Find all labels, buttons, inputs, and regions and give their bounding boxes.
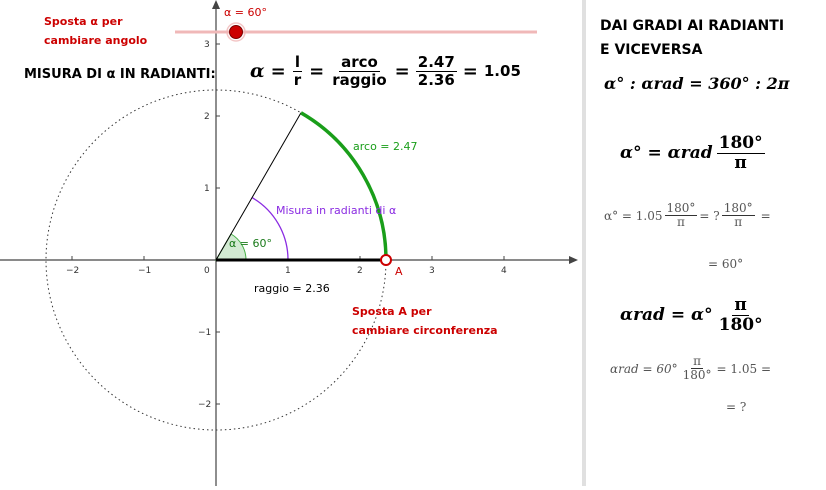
x-tick-label: 3 (429, 266, 435, 276)
radians-formula-fraction: π 180° (717, 296, 765, 334)
y-tick-label: 2 (204, 112, 210, 122)
radians-formula-lhs: αrad = α° (620, 305, 713, 326)
measure-title: MISURA DI α IN RADIANTI: (24, 67, 216, 82)
slider-hint: Sposta α per cambiare angolo (44, 12, 147, 50)
radians-formula: αrad = α° π 180° (620, 296, 765, 334)
fraction-numerator: 180° (721, 201, 755, 217)
radius-segment-angled (215, 112, 302, 261)
calc2-mid: = 1.05 = (716, 361, 772, 376)
radians-arc (251, 197, 289, 261)
alpha-slider-halo (226, 22, 246, 42)
point-hint-line1: Sposta A per (352, 305, 432, 318)
degrees-calculation: α° = 1.05 180° π = ? 180° π = (604, 201, 771, 230)
radians-label: Misura in radianti di α (276, 204, 397, 217)
calc1-lhs: α° = 1.05 (604, 208, 663, 223)
calc1-fraction: 180° π (664, 201, 698, 230)
fraction-denominator: π (734, 215, 743, 230)
formula-eq: = (462, 60, 478, 82)
proportion-formula: α° : αrad = 360° : 2π (604, 74, 790, 93)
degrees-formula-lhs: α° = αrad (620, 143, 713, 164)
calc1-fraction-2: 180° π (721, 201, 755, 230)
fraction-denominator: r (293, 70, 302, 89)
geometry-canvas[interactable]: −2 −1 0 1 2 3 4 3 2 1 −1 −2 (0, 0, 578, 486)
degrees-formula-fraction: 180° π (716, 133, 765, 173)
radius-label: raggio = 2.36 (254, 282, 330, 295)
fraction-numerator: 180° (716, 133, 765, 154)
fraction-denominator: raggio (332, 70, 387, 89)
y-tick-label: 3 (204, 40, 210, 50)
calc2-fraction: π 180° (681, 354, 714, 383)
x-tick-label: 1 (285, 266, 291, 276)
x-tick-label: 4 (501, 266, 507, 276)
point-a-label: A (395, 265, 403, 278)
fraction-arco-over-raggio: arco raggio (330, 54, 388, 88)
angle-label: α = 60° (229, 237, 272, 250)
y-tick-label: 1 (204, 184, 210, 194)
panel-title-line1: DAI GRADI AI RADIANTI (600, 18, 785, 34)
fraction-denominator: 180° (682, 368, 712, 383)
fraction-numerator: 180° (664, 201, 698, 217)
fraction-denominator: 180° (718, 314, 763, 335)
graphics-view[interactable]: −2 −1 0 1 2 3 4 3 2 1 −1 −2 α = 6 (0, 0, 578, 486)
formula-alpha: α (250, 60, 265, 82)
y-tick-label: −2 (198, 400, 211, 410)
x-axis-arrow-icon (569, 256, 578, 264)
fraction-numerator: l (292, 53, 302, 72)
formula-eq: = (309, 60, 325, 82)
fraction-denominator: π (677, 215, 685, 230)
y-axis-arrow-icon (212, 0, 220, 9)
y-tick-label: −1 (198, 328, 211, 338)
slider-hint-line2: cambiare angolo (44, 34, 148, 47)
fraction-denominator: 2.36 (417, 70, 455, 89)
arc-label: arco = 2.47 (353, 140, 418, 153)
main-formula: α = l r = arco raggio = 2.47 2.36 = 1.05 (250, 54, 521, 88)
formula-result: 1.05 (483, 62, 521, 80)
panel-title: DAI GRADI AI RADIANTI E VICEVERSA (600, 14, 784, 62)
radians-result: = ? (726, 400, 747, 414)
x-tick-label: 2 (357, 266, 363, 276)
calc1-end: = (760, 208, 771, 223)
fraction-l-over-r: l r (292, 54, 303, 88)
point-hint-line2: cambiare circonferenza (352, 324, 498, 337)
x-tick-label: −2 (66, 266, 79, 276)
fraction-numerator: π (732, 295, 749, 316)
slider-hint-line1: Sposta α per (44, 15, 123, 28)
formula-eq: = (394, 60, 410, 82)
fraction-numerator: π (691, 354, 704, 370)
calc2-lhs: αrad = 60° (610, 361, 678, 376)
formula-eq: = (270, 60, 286, 82)
calc1-mid: = ? (699, 208, 720, 223)
fraction-values: 2.47 2.36 (415, 53, 457, 89)
x-tick-label: −1 (138, 266, 151, 276)
panel-title-line2: E VICEVERSA (600, 42, 703, 58)
arc-length (300, 111, 388, 261)
degrees-formula: α° = αrad 180° π (620, 134, 765, 172)
fraction-denominator: π (734, 152, 747, 173)
point-a-handle[interactable] (380, 254, 392, 266)
point-hint: Sposta A per cambiare circonferenza (352, 302, 498, 340)
fraction-numerator: 2.47 (415, 53, 457, 72)
degrees-result: = 60° (708, 257, 744, 271)
y-ticks (216, 43, 220, 405)
fraction-numerator: arco (339, 53, 380, 72)
side-panel: DAI GRADI AI RADIANTI E VICEVERSA α° : α… (582, 0, 826, 486)
x-tick-label: 0 (204, 266, 210, 276)
alpha-slider-handle[interactable] (229, 25, 243, 39)
radians-calculation: αrad = 60° π 180° = 1.05 = (610, 354, 772, 383)
slider-value-label: α = 60° (224, 6, 267, 19)
